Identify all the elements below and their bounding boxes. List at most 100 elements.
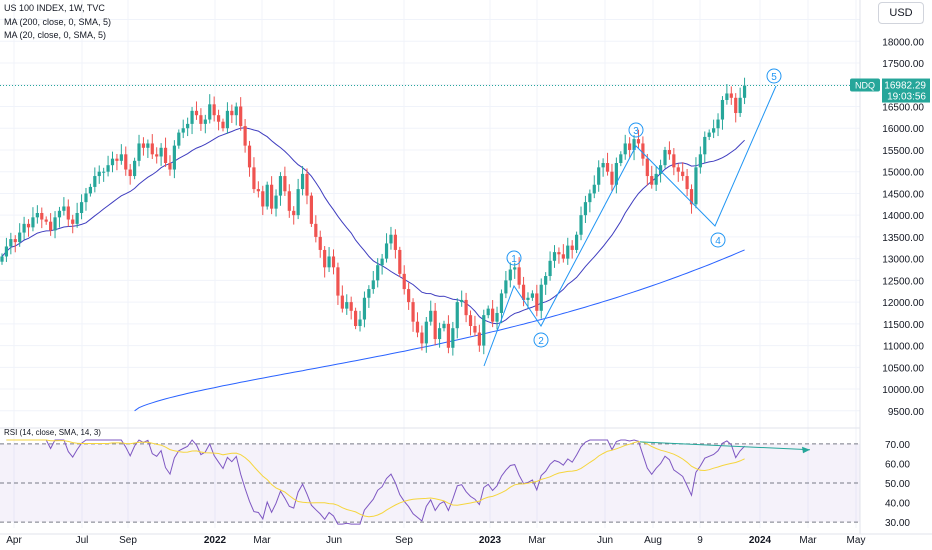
- candle-body: [283, 176, 287, 192]
- candle-body: [437, 328, 442, 340]
- candle-body: [9, 239, 13, 247]
- candle-body: [539, 284, 543, 311]
- symbol-legend[interactable]: US 100 INDEX, 1W, TVC: [4, 3, 105, 13]
- candle-body: [84, 193, 88, 203]
- price-tick-label: 11000.00: [883, 342, 924, 353]
- candle-body: [725, 93, 729, 100]
- time-axis[interactable]: Apr Jul Sep 2022 Mar Jun Sep 2023 Mar Jun Aug 9 2024…: [0, 533, 932, 546]
- candle-body: [243, 126, 247, 146]
- candle-body: [384, 243, 389, 259]
- candle-body: [88, 186, 92, 194]
- rsi-tick-label: 70.00: [885, 440, 910, 451]
- rsi-lines: [6, 439, 811, 525]
- candle-body: [141, 143, 146, 148]
- candle-body: [71, 219, 75, 224]
- candle-body: [491, 308, 495, 322]
- candle-body: [703, 136, 707, 155]
- candle-body: [128, 169, 132, 177]
- wave-path: [483, 85, 777, 367]
- time-tick-label: Sep: [395, 535, 413, 546]
- price-tick-label: 16000.00: [882, 124, 924, 135]
- currency-button[interactable]: USD: [878, 2, 924, 24]
- time-tick-label: Aug: [644, 535, 662, 546]
- candle-body: [504, 280, 508, 294]
- candles: [0, 77, 747, 356]
- candle-body: [535, 293, 539, 311]
- time-tick-label: 2024: [749, 535, 772, 546]
- candle-body: [402, 273, 406, 290]
- rsi-pane: [0, 427, 860, 523]
- candle-body: [521, 284, 526, 300]
- candle-body: [548, 260, 552, 277]
- candle-body: [287, 191, 291, 211]
- divergence-arrow: [802, 446, 810, 454]
- candle-body: [110, 158, 115, 166]
- wave-label-circle: [628, 122, 644, 138]
- candle-body: [517, 267, 521, 285]
- candle-body: [358, 319, 362, 327]
- candle-body: [561, 254, 565, 259]
- candle-body: [327, 256, 331, 268]
- time-tick-label: Jul: [76, 535, 89, 546]
- candle-body: [331, 256, 336, 268]
- candle-body: [221, 121, 225, 129]
- candle-body: [146, 143, 150, 148]
- price-tick-label: 14000.00: [882, 211, 924, 222]
- price-tick-label: 12000.00: [882, 298, 924, 309]
- candle-body: [354, 310, 358, 327]
- candle-body: [371, 280, 375, 290]
- rsi-tick-label: 60.00: [885, 459, 910, 470]
- candle-body: [292, 210, 296, 216]
- candle-body: [530, 293, 534, 298]
- price-tick-label: 16500.00: [882, 103, 924, 114]
- ma20-legend[interactable]: MA (20, close, 0, SMA, 5): [4, 30, 107, 40]
- price-tick-label: 15000.00: [882, 168, 924, 179]
- candle-body: [216, 115, 221, 122]
- price-tag-countdown: 19:03:56: [887, 92, 926, 103]
- price-tick-label: 14500.00: [882, 189, 924, 200]
- time-tick-label: 2023: [479, 535, 502, 546]
- candle-body: [137, 143, 141, 161]
- candle-body: [654, 173, 658, 185]
- candle-body: [632, 139, 636, 150]
- candle-body: [698, 154, 702, 168]
- candle-body: [495, 312, 499, 322]
- time-tick-label: Mar: [253, 535, 271, 546]
- candle-body: [31, 217, 35, 228]
- price-tick-label: 17500.00: [882, 59, 924, 70]
- candle-body: [526, 297, 530, 300]
- candle-body: [186, 123, 190, 129]
- candle-body: [79, 202, 84, 213]
- candle-body: [199, 115, 203, 124]
- candle-body: [544, 276, 548, 285]
- candle-body: [13, 239, 17, 243]
- candle-body: [738, 97, 742, 114]
- candle-body: [133, 160, 137, 177]
- candle-body: [486, 308, 490, 316]
- price-tick-label: 9500.00: [888, 407, 925, 418]
- wave-label: 1: [511, 254, 517, 265]
- candle-body: [296, 189, 300, 216]
- wave-label-circle: [533, 332, 549, 348]
- candle-body: [0, 256, 4, 262]
- candle-body: [712, 128, 716, 133]
- candle-body: [729, 93, 733, 98]
- candle-body: [636, 139, 641, 144]
- price-tick-label: 18000.00: [882, 37, 924, 48]
- candle-body: [588, 193, 592, 203]
- candle-body: [230, 110, 234, 116]
- candle-body: [256, 189, 260, 192]
- candle-body: [605, 163, 610, 172]
- candle-body: [49, 221, 53, 231]
- candle-body: [159, 147, 163, 157]
- ma200-legend[interactable]: MA (200, close, 0, SMA, 5): [4, 17, 112, 27]
- candle-body: [367, 289, 371, 298]
- rsi-ma-line: [6, 439, 745, 518]
- candle-body: [583, 202, 588, 216]
- rsi-legend[interactable]: RSI (14, close, SMA, 14, 3): [4, 428, 101, 437]
- candle-body: [40, 213, 44, 220]
- candle-body: [398, 249, 402, 274]
- symbol-tag-text: NDQ: [855, 81, 875, 91]
- candle-body: [676, 167, 680, 172]
